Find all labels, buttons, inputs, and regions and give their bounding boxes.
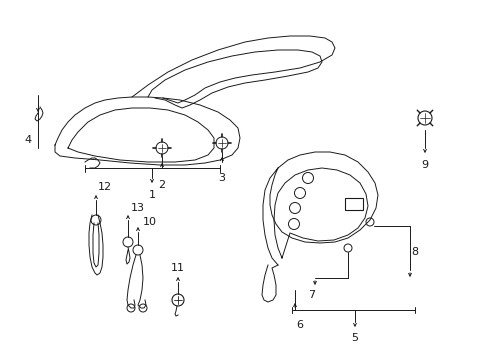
Text: 4: 4 [24, 135, 32, 145]
Text: 2: 2 [158, 180, 165, 190]
Text: 10: 10 [142, 217, 157, 227]
Text: 11: 11 [171, 263, 184, 273]
Text: 12: 12 [98, 182, 112, 192]
Text: 6: 6 [296, 320, 303, 330]
Text: 8: 8 [410, 247, 418, 257]
Text: 9: 9 [421, 160, 427, 170]
Text: 5: 5 [351, 333, 358, 343]
Text: 1: 1 [148, 190, 155, 200]
Text: 3: 3 [218, 173, 225, 183]
Text: 7: 7 [308, 290, 315, 300]
Text: 13: 13 [131, 203, 145, 213]
